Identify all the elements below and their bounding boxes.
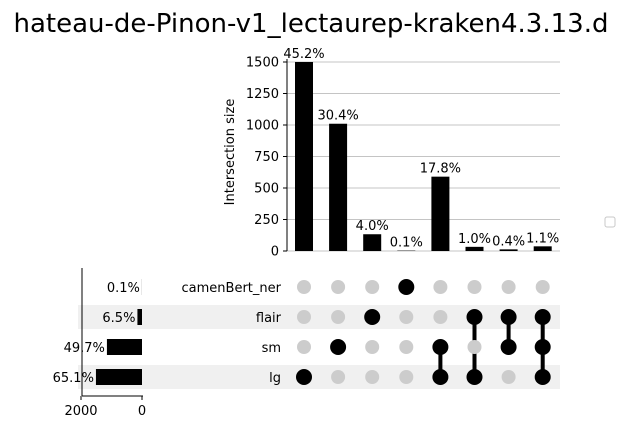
matrix-dot-empty [365, 340, 380, 354]
y-axis: 0 250 500 750 1000 1250 1500 [246, 56, 288, 260]
matrix-dot-filled [466, 369, 483, 385]
set-size-tick-label: 0 [138, 404, 146, 419]
matrix-dot-empty [297, 280, 311, 294]
matrix-dot-empty [433, 280, 448, 294]
matrix-dot-empty [399, 370, 414, 384]
matrix-dot-empty [501, 280, 516, 294]
set-size-bars: 0.1% 6.5% 49.7% 65.1% [53, 279, 142, 386]
intersection-bar [499, 249, 518, 251]
matrix-dot-empty [501, 370, 516, 384]
y-tick-label: 500 [254, 182, 279, 197]
matrix-row-shading [78, 305, 560, 389]
matrix-dot-filled [534, 369, 551, 385]
legend-box [604, 216, 616, 228]
intersection-bar-label: 0.1% [390, 236, 423, 251]
intersection-bars [295, 62, 552, 251]
matrix-dot-empty [331, 370, 346, 384]
set-size-label: 6.5% [102, 311, 135, 326]
intersection-bar-label: 4.0% [356, 219, 389, 234]
set-label: camenBert_ner [182, 281, 282, 296]
intersection-bar-label: 0.4% [492, 234, 525, 249]
matrix-dot-filled [432, 339, 449, 355]
matrix-dot-empty [535, 280, 550, 294]
set-size-label: 49.7% [64, 341, 105, 356]
set-label: lg [269, 371, 281, 386]
y-gridlines [287, 61, 560, 252]
intersection-bar [431, 176, 450, 251]
matrix-dot-filled [466, 309, 483, 325]
intersection-bar-label: 1.1% [526, 231, 559, 246]
intersection-bar [465, 246, 484, 251]
matrix-dot-empty [433, 310, 448, 324]
row-shade [78, 365, 560, 389]
matrix-dot-filled [500, 309, 517, 325]
matrix-dot-empty [467, 280, 482, 294]
y-axis-label: Intersection size [223, 99, 238, 206]
intersection-bar-labels: 45.2% 30.4% 4.0%0.1% 17.8% 1.0% 0.4% 1.1% [283, 47, 559, 251]
intersection-bar-label: 17.8% [420, 162, 461, 177]
chart-title: hateau-de-Pinon-v1_lectaurep-kraken4.3.1… [14, 9, 609, 39]
set-size-bar [137, 309, 142, 325]
matrix-dot-empty [297, 340, 311, 354]
y-tick-label: 250 [254, 213, 279, 228]
matrix-dot-empty [297, 310, 311, 324]
set-size-label: 0.1% [107, 281, 140, 296]
set-size-tick-label: 2000 [64, 404, 97, 419]
matrix-dot-empty [331, 280, 346, 294]
intersection-bar [363, 234, 382, 251]
set-label: sm [262, 341, 281, 356]
matrix-dot-empty [467, 340, 482, 354]
matrix-dot-empty [331, 310, 346, 324]
y-tick-label: 1000 [246, 119, 279, 134]
matrix-dot-empty [365, 370, 380, 384]
intersection-bar [533, 246, 552, 251]
row-shade [78, 305, 560, 329]
matrix-dot-filled [296, 369, 312, 385]
set-size-bar [106, 339, 142, 355]
intersection-bar-label: 45.2% [283, 47, 324, 62]
intersection-bar [295, 62, 313, 251]
matrix-dot-filled [534, 309, 551, 325]
matrix-dot-empty [399, 340, 414, 354]
matrix-dot-filled [432, 369, 449, 385]
set-size-axis: 2000 0 [64, 268, 146, 419]
intersection-bar-label: 30.4% [317, 109, 358, 124]
set-size-bar [95, 369, 142, 385]
y-tick-label: 1250 [246, 87, 279, 102]
matrix-dot-filled [398, 279, 415, 295]
set-size-label: 65.1% [53, 371, 94, 386]
intersection-bar-label: 1.0% [458, 232, 491, 247]
intersection-matrix [296, 279, 551, 385]
y-tick-label: 0 [271, 245, 279, 260]
intersection-bar [329, 123, 348, 251]
matrix-dot-empty [365, 280, 380, 294]
matrix-dot-empty [399, 310, 414, 324]
matrix-dot-filled [330, 339, 347, 355]
matrix-dot-filled [364, 309, 381, 325]
y-tick-label: 1500 [246, 56, 279, 71]
matrix-dot-filled [534, 339, 551, 355]
set-label: flair [256, 311, 282, 326]
y-tick-label: 750 [254, 150, 279, 165]
matrix-dot-filled [500, 339, 517, 355]
